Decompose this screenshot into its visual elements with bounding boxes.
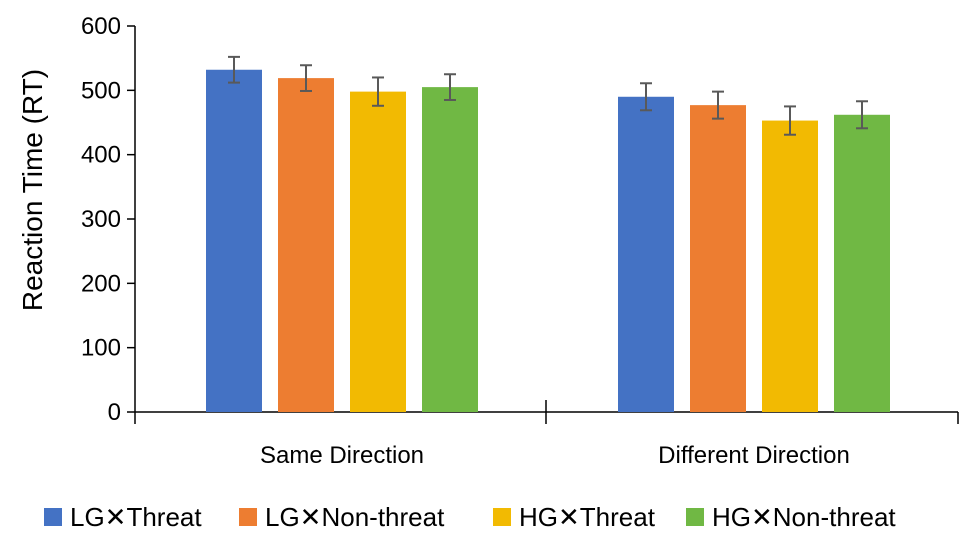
legend-item: LG✕Threat: [44, 502, 202, 532]
bar: [278, 78, 334, 413]
legend-item: HG✕Non-threat: [686, 502, 896, 532]
legend-label: HG✕Non-threat: [712, 502, 896, 532]
y-tick-label: 300: [81, 206, 121, 233]
bar: [618, 96, 674, 413]
x-axis: Same Direction Different Direction: [134, 400, 959, 469]
legend-swatch: [239, 508, 257, 526]
bar: [206, 69, 262, 412]
error-bar: [372, 76, 384, 107]
bar: [350, 91, 406, 413]
legend-swatch: [686, 508, 704, 526]
legend: LG✕Threat LG✕Non-threat HG✕Threat HG✕Non-th…: [44, 502, 896, 532]
error-bars: [228, 55, 868, 136]
bar: [422, 87, 478, 412]
y-tick-label: 600: [81, 13, 121, 40]
error-bar: [444, 73, 456, 101]
legend-item: LG✕Non-threat: [239, 502, 445, 532]
error-bar: [228, 55, 240, 84]
legend-label: LG✕Threat: [70, 502, 202, 532]
bar: [834, 114, 890, 412]
legend-swatch: [493, 508, 511, 526]
bar: [762, 120, 818, 412]
x-category-label: Same Direction: [260, 442, 424, 469]
error-bar: [856, 100, 868, 130]
bars: [206, 69, 890, 413]
y-tick-label: 400: [81, 142, 121, 169]
error-bar: [640, 82, 652, 112]
error-bar: [712, 90, 724, 120]
error-bar: [784, 105, 796, 136]
y-tick-label: 500: [81, 77, 121, 104]
legend-item: HG✕Threat: [493, 502, 656, 532]
bar: [690, 105, 746, 412]
y-tick-label: 0: [108, 399, 121, 426]
legend-swatch: [44, 508, 62, 526]
y-axis-title: Reaction Time (RT): [17, 69, 48, 311]
legend-label: HG✕Threat: [519, 502, 656, 532]
y-axis: 0 100 200 300 400 500 600: [81, 13, 136, 426]
error-bar: [300, 64, 312, 92]
x-category-label: Different Direction: [658, 442, 850, 469]
y-tick-label: 200: [81, 270, 121, 297]
legend-label: LG✕Non-threat: [265, 502, 445, 532]
y-tick-label: 100: [81, 335, 121, 362]
